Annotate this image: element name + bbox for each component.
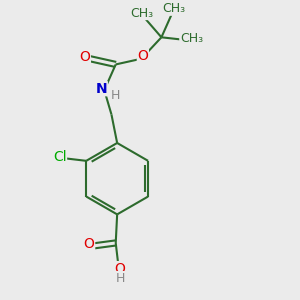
Text: O: O xyxy=(80,50,90,64)
Text: CH₃: CH₃ xyxy=(180,32,203,45)
Text: O: O xyxy=(137,49,148,63)
Text: CH₃: CH₃ xyxy=(163,2,186,15)
Text: N: N xyxy=(96,82,107,96)
Text: O: O xyxy=(84,237,94,251)
Text: O: O xyxy=(115,262,125,276)
Text: H: H xyxy=(115,272,125,285)
Text: Cl: Cl xyxy=(53,149,67,164)
Text: CH₃: CH₃ xyxy=(130,7,153,20)
Text: H: H xyxy=(110,89,120,102)
